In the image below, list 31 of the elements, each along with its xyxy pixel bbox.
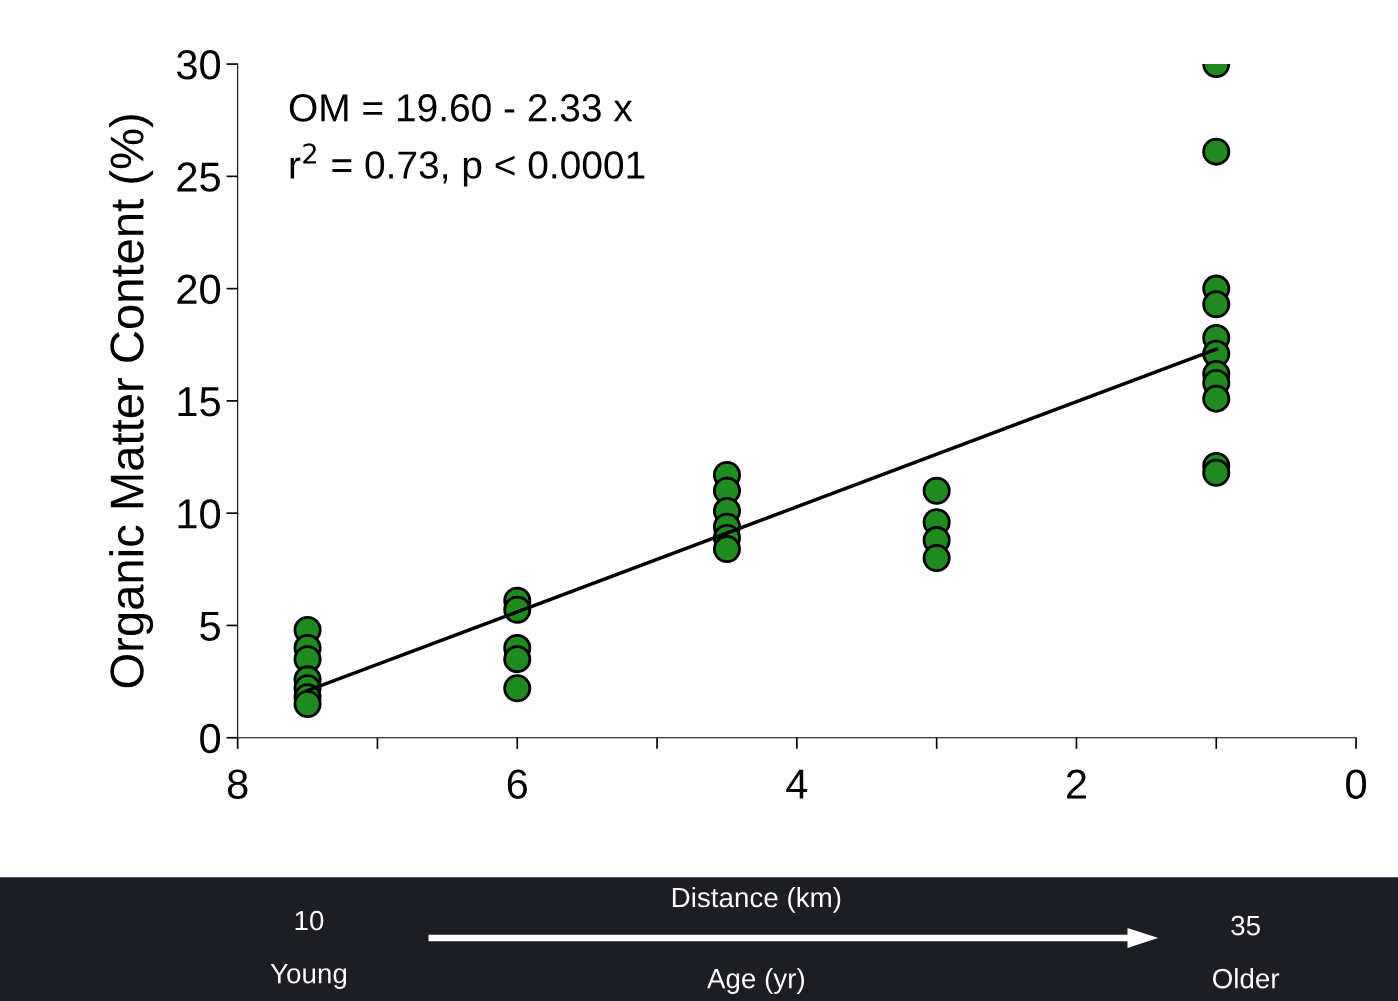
point (712, 535, 741, 564)
point (503, 645, 532, 674)
text: Young (270, 964, 347, 989)
annotation: r$^{2}$ = 0.73, p < 0.0001 (290, 143, 645, 187)
y-tick-label: 0 (200, 723, 221, 754)
text: Age (yr) (706, 968, 804, 994)
x-tick-label: 4 (786, 769, 808, 799)
x-tick-label: 6 (507, 769, 528, 799)
y-tick-label: 30 (176, 50, 221, 80)
y-tick-label: 10 (178, 499, 221, 529)
x-tick-label: 2 (1066, 769, 1086, 799)
text: 10 (295, 910, 324, 931)
y-tick-label: 5 (200, 611, 220, 641)
y-axis-title: Organic Matter Content (%) (109, 115, 154, 688)
x-axis-title: Distance (km) (672, 886, 841, 913)
x-tick-label: 8 (227, 769, 248, 799)
point (503, 674, 532, 703)
point (293, 690, 322, 719)
point (1202, 137, 1231, 166)
annotation: OM = 19.60 - 2.33 x (289, 94, 633, 122)
x-tick-label: 0 (1346, 769, 1367, 799)
point (922, 476, 951, 505)
point (1202, 458, 1231, 487)
y-tick-label: 20 (177, 274, 221, 305)
point (1202, 290, 1231, 319)
text: Older (1212, 968, 1280, 989)
y-tick-label: 25 (177, 162, 220, 192)
point (922, 544, 951, 573)
text: 35 (1231, 915, 1260, 936)
point (1202, 384, 1231, 413)
y-tick-label: 15 (178, 387, 220, 417)
